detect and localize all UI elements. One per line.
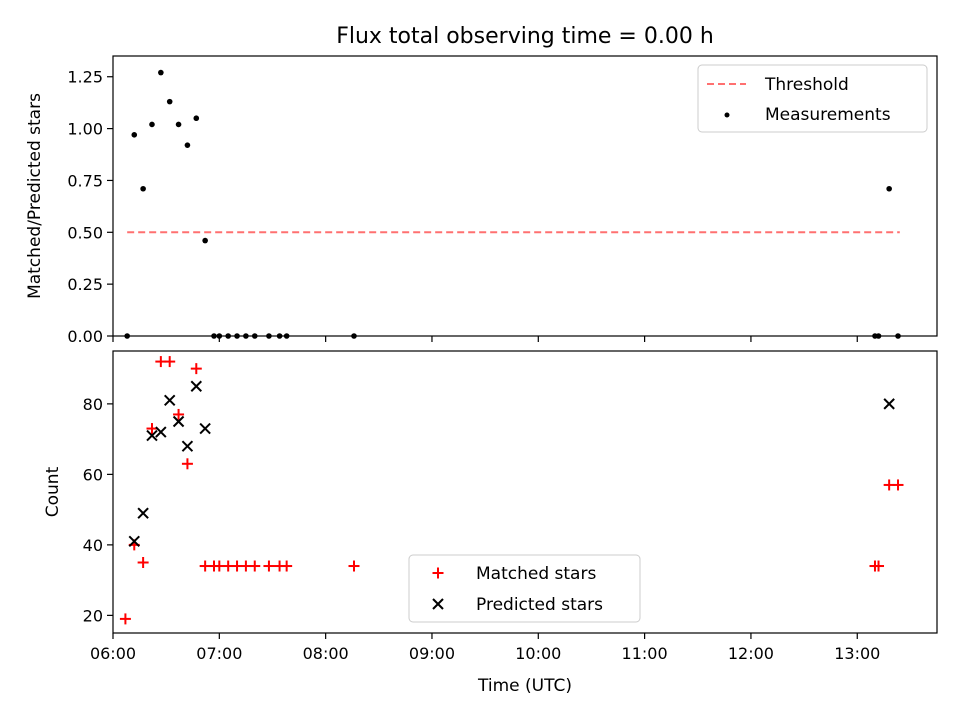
measurement-point: [895, 333, 901, 339]
x-axis-label: Time (UTC): [477, 676, 572, 696]
bottom-y-ticks: 20 40 60 80: [83, 395, 113, 625]
measurement-point: [131, 132, 138, 138]
measurement-point: [202, 237, 208, 244]
bottom-x-tick-label: 07:00: [196, 644, 242, 663]
bottom-legend: Matched stars Predicted stars: [408, 554, 641, 623]
top-y-ticks: 0.00 0.25 0.50 0.75 1.00 1.25: [67, 68, 113, 346]
top-y-tick-label: 0.00: [67, 327, 103, 346]
top-panel: 0.00 0.25 0.50 0.75 1.00 1.25 Matched/Predict…: [25, 55, 938, 346]
bottom-y-tick-label: 40: [83, 536, 103, 555]
top-y-tick-label: 0.25: [67, 275, 103, 294]
top-plot-area: [112, 55, 938, 337]
matched-star-point: [164, 356, 176, 368]
matched-star-point: [263, 560, 275, 572]
predicted-star-point: [137, 507, 149, 519]
measurement-point: [184, 142, 191, 148]
bottom-x-tick-label: 12:00: [728, 644, 774, 663]
matched-star-point: [137, 557, 149, 568]
measurement-point: [225, 333, 231, 339]
top-legend-box: [697, 64, 928, 133]
predicted-stars-legend-label: Predicted stars: [476, 595, 603, 615]
measurement-point: [283, 333, 290, 339]
measurement-point: [124, 333, 130, 339]
matched-star-point: [173, 408, 185, 420]
measurements-legend-swatch: [724, 112, 730, 118]
top-y-axis-label: Matched/Predicted stars: [25, 93, 45, 299]
matched-star-point: [119, 613, 131, 625]
predicted-star-point: [190, 380, 202, 392]
matched-stars-legend-swatch: [432, 567, 444, 579]
bottom-x-tick-label: 08:00: [303, 644, 349, 663]
top-y-tick-label: 1.25: [67, 68, 103, 87]
bottom-x-tick-label: 13:00: [834, 644, 880, 663]
bottom-y-tick-label: 20: [83, 606, 103, 625]
matched-star-point: [281, 560, 293, 572]
measurement-point: [211, 333, 217, 339]
predicted-star-point: [172, 415, 185, 428]
measurements-legend-label: Measurements: [765, 105, 891, 125]
measurement-point: [234, 333, 240, 339]
top-y-tick-label: 0.75: [67, 171, 103, 190]
measurement-point: [886, 185, 892, 192]
measurement-point: [175, 121, 182, 128]
figure-title: Flux total observing time = 0.00 h: [336, 24, 714, 49]
measurement-point: [251, 333, 258, 339]
measurement-point: [266, 333, 272, 339]
predicted-stars-points: [128, 380, 895, 548]
matched-star-point: [348, 560, 360, 572]
matched-star-point: [146, 423, 158, 435]
matched-stars-points: [119, 356, 904, 625]
top-y-tick-label: 1.00: [67, 120, 103, 139]
matched-legend-marker: [432, 567, 444, 579]
predicted-star-point: [199, 422, 211, 435]
bottom-legend-box: [408, 554, 641, 623]
bottom-y-tick-label: 60: [83, 465, 103, 484]
bottom-x-ticks: 06:00 07:00 08:00 09:00 10:00 11:00 12:00 13:00: [90, 633, 880, 663]
measurement-point: [216, 333, 223, 339]
predicted-star-point: [146, 429, 158, 442]
measurement-point: [166, 98, 173, 105]
measurement-point: [158, 69, 164, 76]
measurement-points: [124, 69, 901, 339]
bottom-y-axis-label: Count: [43, 466, 63, 517]
bottom-x-tick-label: 09:00: [409, 644, 455, 663]
predicted-legend-marker: [432, 598, 444, 610]
bottom-x-tick-label: 06:00: [90, 644, 136, 663]
matched-star-point: [873, 560, 885, 572]
bottom-x-tick-label: 11:00: [622, 644, 668, 663]
top-legend: Threshold Measurements: [697, 64, 928, 133]
bottom-plot-area: [112, 350, 938, 634]
predicted-star-point: [128, 535, 140, 548]
predicted-star-point: [163, 394, 176, 407]
threshold-legend-label: Threshold: [764, 75, 849, 95]
matched-star-point: [892, 479, 904, 491]
measurement-point: [875, 333, 882, 339]
matched-star-point: [181, 458, 193, 470]
matched-star-point: [190, 363, 202, 375]
top-y-tick-label: 0.50: [67, 223, 103, 242]
measurement-point: [351, 333, 357, 339]
matched-stars-legend-label: Matched stars: [476, 564, 596, 584]
bottom-panel: 20 40 60 80 06:00 07:00 08:00 09:00 10:00 11:00 1…: [43, 350, 938, 696]
measurement-point: [140, 185, 146, 192]
matched-star-point: [249, 560, 261, 572]
measurement-point: [243, 333, 249, 339]
predicted-star-point: [181, 440, 194, 452]
bottom-x-tick-label: 10:00: [515, 644, 561, 663]
measurement-point: [193, 115, 200, 122]
predicted-star-point: [155, 426, 167, 438]
bottom-y-tick-label: 80: [83, 395, 103, 414]
measurement-point: [276, 333, 283, 339]
predicted-stars-legend-swatch: [432, 598, 444, 610]
measurement-point: [149, 121, 155, 128]
predicted-star-point: [883, 398, 895, 410]
